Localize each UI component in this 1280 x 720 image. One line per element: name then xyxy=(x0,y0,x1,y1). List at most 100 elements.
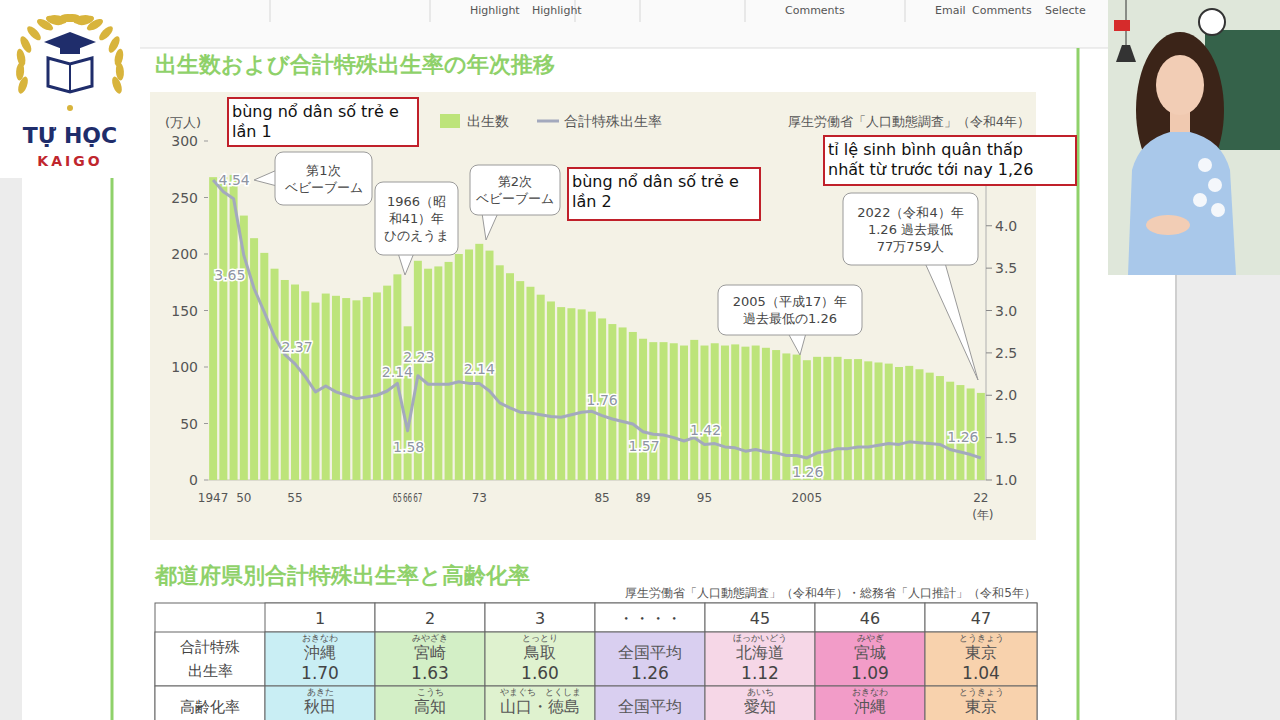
cell-name: 高知 xyxy=(414,697,446,716)
bar xyxy=(813,357,821,480)
laurel-leaf xyxy=(25,24,43,43)
cell-reading: おきなわ xyxy=(852,687,888,697)
bar xyxy=(680,346,688,480)
x-axis-unit: (年) xyxy=(972,508,993,522)
cell-reading: みやぎ xyxy=(857,633,884,643)
logo-subtitle: KAIGO xyxy=(37,153,102,169)
callout-pointer xyxy=(398,253,414,275)
y-tick-label: 200 xyxy=(171,246,198,262)
logo-title: TỰ HỌC xyxy=(23,123,117,148)
bar xyxy=(455,254,463,480)
bar xyxy=(875,362,883,480)
text-line: bùng nổ dân số trẻ e xyxy=(232,102,399,121)
logo: TỰ HỌC KAIGO xyxy=(0,0,140,178)
bar xyxy=(578,309,586,480)
y-tick xyxy=(204,254,208,255)
bar xyxy=(526,287,534,480)
laurel-leaf xyxy=(76,14,96,27)
callout-text: 第2次ベビーブーム xyxy=(476,174,554,206)
x-tick-label: 22 xyxy=(973,491,988,505)
presenter-bg xyxy=(1108,0,1280,275)
toolbar-label: Selecte xyxy=(1045,4,1086,17)
cell-reading: あきた xyxy=(307,687,334,697)
line xyxy=(213,180,981,458)
header-text: 2 xyxy=(425,609,435,628)
y-tick xyxy=(204,367,208,368)
face xyxy=(1156,55,1204,115)
cell-reading: やまぐち とくしま xyxy=(500,687,581,697)
bar xyxy=(762,348,770,480)
cell-reading: こうち xyxy=(417,687,444,697)
data-label: 2.23 xyxy=(403,349,434,365)
callout-box xyxy=(470,165,560,215)
callout-box xyxy=(275,152,372,205)
table-cell xyxy=(705,686,815,720)
logo-bg xyxy=(0,0,140,178)
flower-print xyxy=(1211,203,1225,217)
text-line: lần 1 xyxy=(232,122,272,141)
header-cell xyxy=(925,603,1037,632)
cell-name: 東京 xyxy=(965,697,997,716)
y2-tick-label: 1.0 xyxy=(995,472,1017,488)
x-tick-label: 73 xyxy=(472,491,487,505)
bar xyxy=(629,332,637,480)
legend-swatch xyxy=(537,120,559,123)
cell-name: 山口・徳島 xyxy=(500,697,580,716)
callout-text: 1966（昭和41）年ひのえうま xyxy=(384,194,449,243)
text-line: ベビーブーム xyxy=(285,180,363,195)
header-text: 3 xyxy=(535,609,545,628)
text-line: 2022（令和4）年 xyxy=(857,205,963,220)
toolbar-label: Comments xyxy=(972,4,1032,17)
presenter-video xyxy=(1108,0,1280,275)
x-tick-label: 65 xyxy=(393,491,402,505)
data-label: 1.57 xyxy=(628,438,659,454)
toolbar xyxy=(140,0,1108,48)
x-tick-label: 2005 xyxy=(792,491,823,505)
cell-value: 1.70 xyxy=(301,663,339,683)
cell-value: 1.60 xyxy=(521,663,559,683)
table-cell xyxy=(375,632,485,686)
header-text: ・・・・ xyxy=(618,609,682,628)
flower-print xyxy=(1198,158,1212,172)
bar xyxy=(619,327,627,480)
table-cell xyxy=(485,686,595,720)
table-cell xyxy=(595,632,705,686)
y2-tick xyxy=(986,480,992,481)
bar xyxy=(547,301,555,480)
bar xyxy=(639,339,647,480)
y2-tick-label: 2.0 xyxy=(995,387,1017,403)
text-line: 第2次 xyxy=(498,174,532,189)
bar xyxy=(700,346,708,480)
chart-panel xyxy=(150,92,1036,540)
bar xyxy=(895,367,903,480)
bar xyxy=(537,295,545,480)
text-line: 1.26 過去最低 xyxy=(868,222,953,237)
header-text: 46 xyxy=(860,609,880,628)
bar xyxy=(281,280,289,480)
bar xyxy=(782,353,790,480)
cell-name: 沖縄 xyxy=(854,697,886,716)
header-cell xyxy=(595,603,705,632)
y2-tick xyxy=(986,437,992,438)
bar xyxy=(823,357,831,480)
header-cell xyxy=(375,603,485,632)
callout-text: 第1次ベビーブーム xyxy=(285,163,363,195)
text-line: lần 2 xyxy=(572,192,612,211)
y-tick xyxy=(204,141,208,142)
bar xyxy=(793,355,801,480)
bar xyxy=(885,364,893,480)
data-label: 2.14 xyxy=(464,361,495,377)
note-box xyxy=(228,98,418,146)
bar xyxy=(741,347,749,480)
flag xyxy=(1114,20,1130,31)
clock xyxy=(1199,9,1225,35)
y2-tick xyxy=(986,225,992,226)
y2-tick xyxy=(986,310,992,311)
laurel-leaf xyxy=(97,24,115,43)
laurel-leaf xyxy=(106,35,122,55)
y-tick xyxy=(204,480,208,481)
cell-reading: とうきょう xyxy=(959,633,1004,643)
ao-dai xyxy=(1128,132,1236,275)
cell-name: 鳥取 xyxy=(523,643,556,662)
bar xyxy=(271,269,279,480)
